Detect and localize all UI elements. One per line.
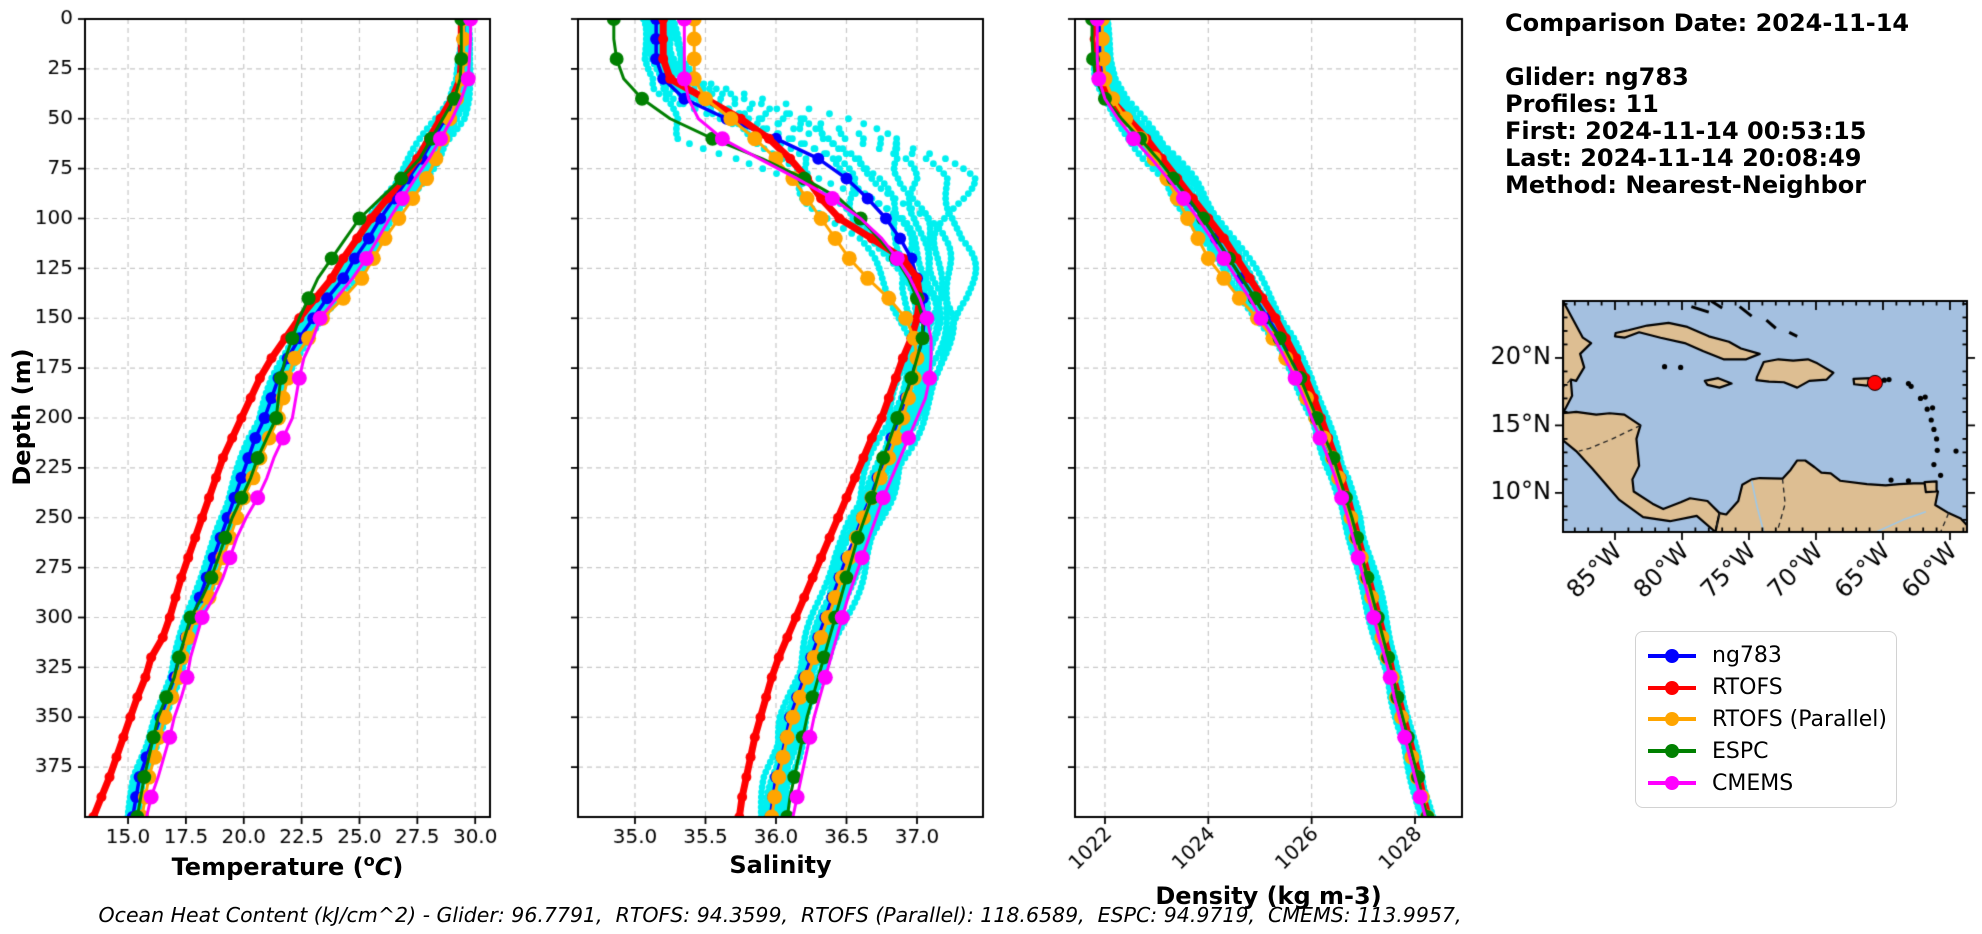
legend-marker-dot: [1665, 680, 1679, 695]
legend-item-rtofs-parallel: RTOFS (Parallel): [1648, 707, 1890, 732]
legend-item-ng783: ng783: [1648, 643, 1890, 668]
legend-marker-dot: [1665, 776, 1679, 791]
density-axis-label: Density (kg m-3): [1155, 882, 1382, 910]
legend-line-sample: [1648, 744, 1696, 759]
glider-name-text: Glider: ng783: [1505, 63, 1689, 91]
temperature-unit: C: [374, 853, 393, 881]
temperature-axis-label-suffix: ): [392, 853, 404, 881]
metadata-spacer: [1505, 37, 1909, 64]
legend-label: RTOFS: [1712, 675, 1783, 701]
legend-label: ng783: [1712, 643, 1782, 669]
legend: ng783 RTOFS RTOFS (Parallel) ESPC CMEMS: [1635, 631, 1897, 808]
method-text: Method: Nearest-Neighbor: [1505, 171, 1867, 199]
legend-label: ESPC: [1712, 738, 1769, 764]
legend-item-rtofs: RTOFS: [1648, 675, 1890, 700]
depth-axis-label: Depth (m): [8, 348, 36, 486]
legend-line-sample: [1648, 680, 1696, 695]
legend-line-sample: [1648, 712, 1696, 727]
legend-label: RTOFS (Parallel): [1712, 706, 1887, 732]
salinity-axis-label: Salinity: [729, 851, 832, 879]
temperature-degree-sup: o: [363, 851, 375, 870]
metadata-block: Comparison Date: 2024-11-14 Glider: ng78…: [1505, 10, 1909, 199]
ocean-heat-content-text: Ocean Heat Content (kJ/cm^2) - Glider: 9…: [98, 903, 1462, 927]
profiles-count-text: Profiles: 11: [1505, 90, 1659, 118]
legend-marker-dot: [1665, 712, 1679, 727]
temperature-axis-label: Temperature (oC): [85, 851, 490, 881]
comparison-date-text: Comparison Date: 2024-11-14: [1505, 9, 1910, 37]
legend-item-cmems: CMEMS: [1648, 771, 1890, 796]
temperature-axis-label-prefix: Temperature (: [171, 853, 364, 881]
legend-marker-dot: [1665, 648, 1679, 663]
last-profile-time-text: Last: 2024-11-14 20:08:49: [1505, 144, 1862, 172]
first-profile-time-text: First: 2024-11-14 00:53:15: [1505, 117, 1867, 145]
legend-label: CMEMS: [1712, 770, 1794, 796]
legend-item-espc: ESPC: [1648, 739, 1890, 764]
legend-line-sample: [1648, 776, 1696, 791]
legend-line-sample: [1648, 648, 1696, 663]
legend-marker-dot: [1665, 744, 1679, 759]
